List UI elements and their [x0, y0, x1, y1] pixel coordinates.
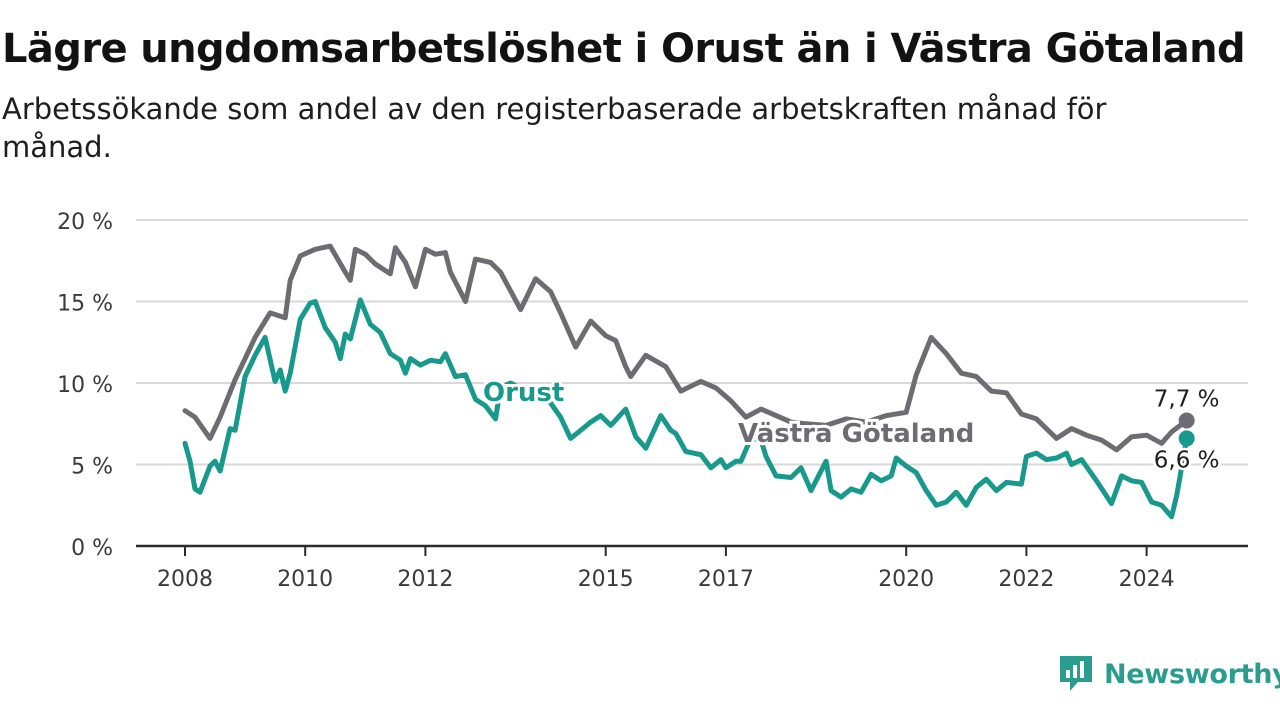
y-tick-label: 15 % [57, 292, 113, 317]
x-tick-label: 2024 [1119, 567, 1175, 592]
newsworthy-name: Newsworthy [1104, 658, 1280, 690]
series-label-vastra-gotaland: Västra Götaland [738, 419, 974, 449]
newsworthy-logo-icon [1060, 656, 1092, 691]
x-tick-label: 2008 [157, 567, 213, 592]
series-label-orust: Orust [483, 378, 564, 408]
y-tick-label: 20 % [57, 210, 113, 235]
y-gridlines [136, 219, 1248, 466]
x-axis [136, 544, 1248, 556]
end-label-orust: 6,6 % [1154, 447, 1220, 473]
x-tick-label: 2015 [578, 567, 634, 592]
x-axis-tick-labels: 2008 2010 2012 2015 2017 2020 2022 2024 [157, 567, 1175, 592]
x-tick-label: 2010 [277, 567, 333, 592]
newsworthy-brand: Newsworthy [1058, 652, 1280, 696]
x-tick-label: 2017 [698, 567, 754, 592]
y-tick-label: 5 % [71, 455, 113, 480]
series-labels: Västra Götaland Orust 7,7 % 6,6 % [480, 375, 1222, 476]
y-tick-label: 10 % [57, 373, 113, 398]
series-line-orust [182, 297, 1190, 520]
x-tick-label: 2020 [878, 567, 934, 592]
end-point-orust [1178, 430, 1195, 447]
x-tick-label: 2022 [998, 567, 1054, 592]
series-line-v-stra-g-taland [182, 243, 1190, 453]
x-tick-label: 2012 [397, 567, 453, 592]
y-tick-label: 0 % [71, 536, 113, 561]
end-point-v-stra-g-taland [1178, 412, 1195, 429]
chart-title: Lägre ungdomsarbetslöshet i Orust än i V… [2, 26, 1246, 72]
end-label-vastra-gotaland: 7,7 % [1154, 386, 1220, 412]
series-lines [182, 243, 1195, 520]
y-axis-tick-labels: 0 % 5 % 10 % 15 % 20 % [57, 210, 113, 561]
chart-subtitle: Arbetssökande som andel av den registerb… [2, 92, 1107, 164]
